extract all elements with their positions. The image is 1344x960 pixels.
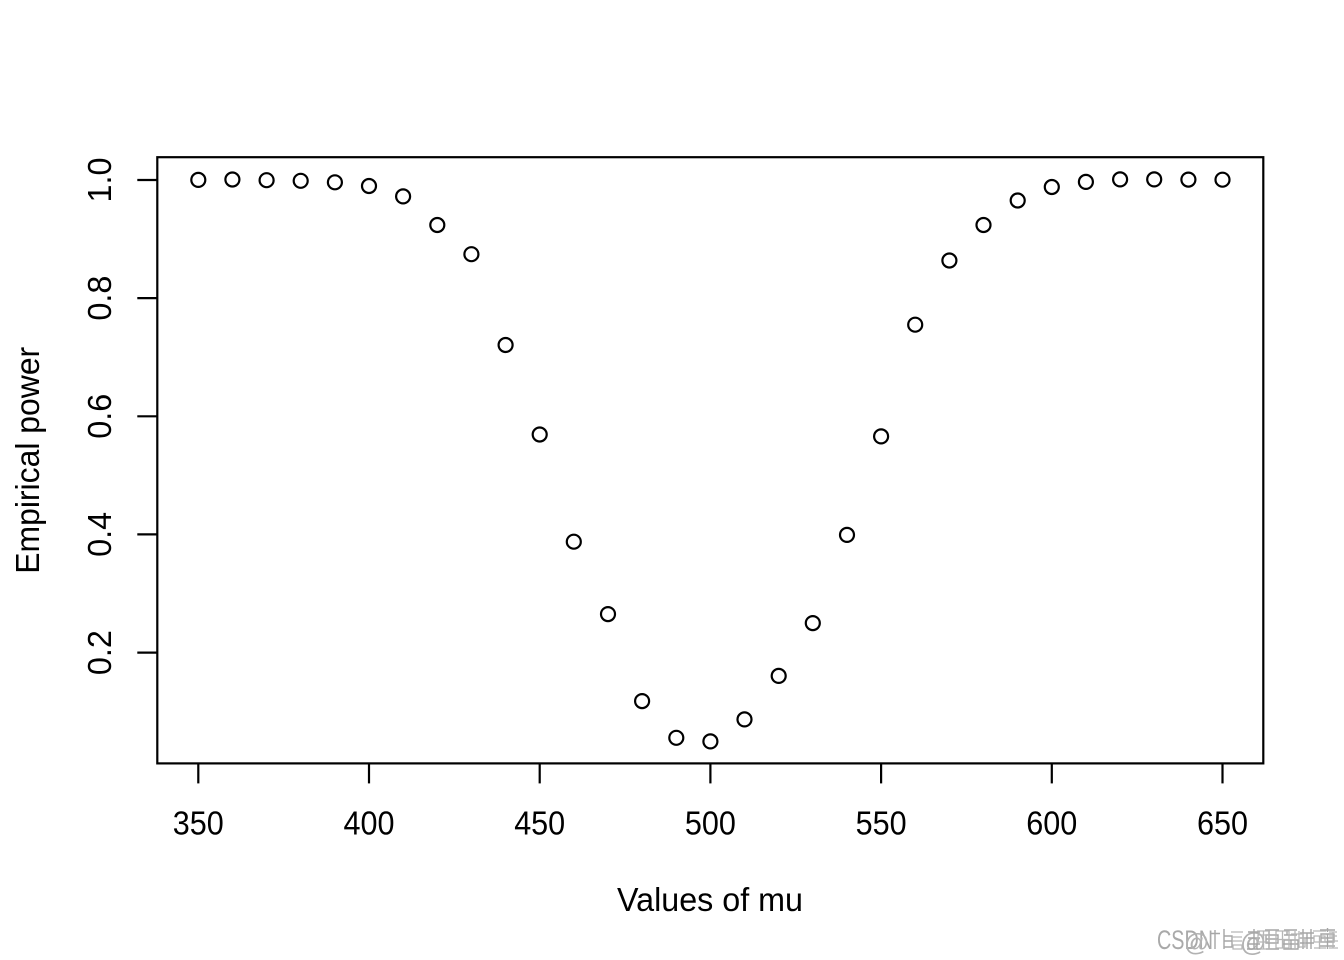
- svg-text:0.8: 0.8: [81, 276, 118, 321]
- svg-text:Empirical power: Empirical power: [9, 347, 46, 574]
- svg-text:Values of mu: Values of mu: [617, 881, 803, 918]
- svg-text:1.0: 1.0: [81, 158, 118, 203]
- svg-text:400: 400: [344, 805, 395, 842]
- svg-text:0.2: 0.2: [81, 630, 118, 675]
- svg-text:0.4: 0.4: [81, 512, 118, 557]
- svg-text:500: 500: [685, 805, 736, 842]
- svg-text:0.6: 0.6: [81, 394, 118, 439]
- svg-text:600: 600: [1026, 805, 1077, 842]
- svg-text:450: 450: [514, 805, 565, 842]
- svg-text:550: 550: [856, 805, 907, 842]
- svg-text:CSDN: CSDN: [1157, 925, 1213, 955]
- svg-text:650: 650: [1197, 805, 1248, 842]
- svg-text:@: @: [1184, 929, 1209, 957]
- svg-text:350: 350: [173, 805, 224, 842]
